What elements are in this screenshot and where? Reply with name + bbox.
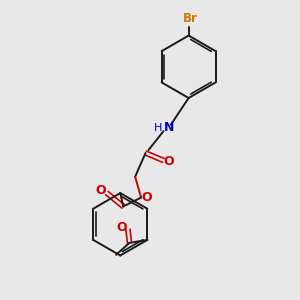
Text: O: O [142,191,152,204]
Text: Br: Br [183,12,198,25]
Text: O: O [164,155,174,168]
Text: H: H [154,123,162,133]
Text: N: N [164,121,174,134]
Text: O: O [116,220,127,234]
Text: O: O [95,184,106,196]
